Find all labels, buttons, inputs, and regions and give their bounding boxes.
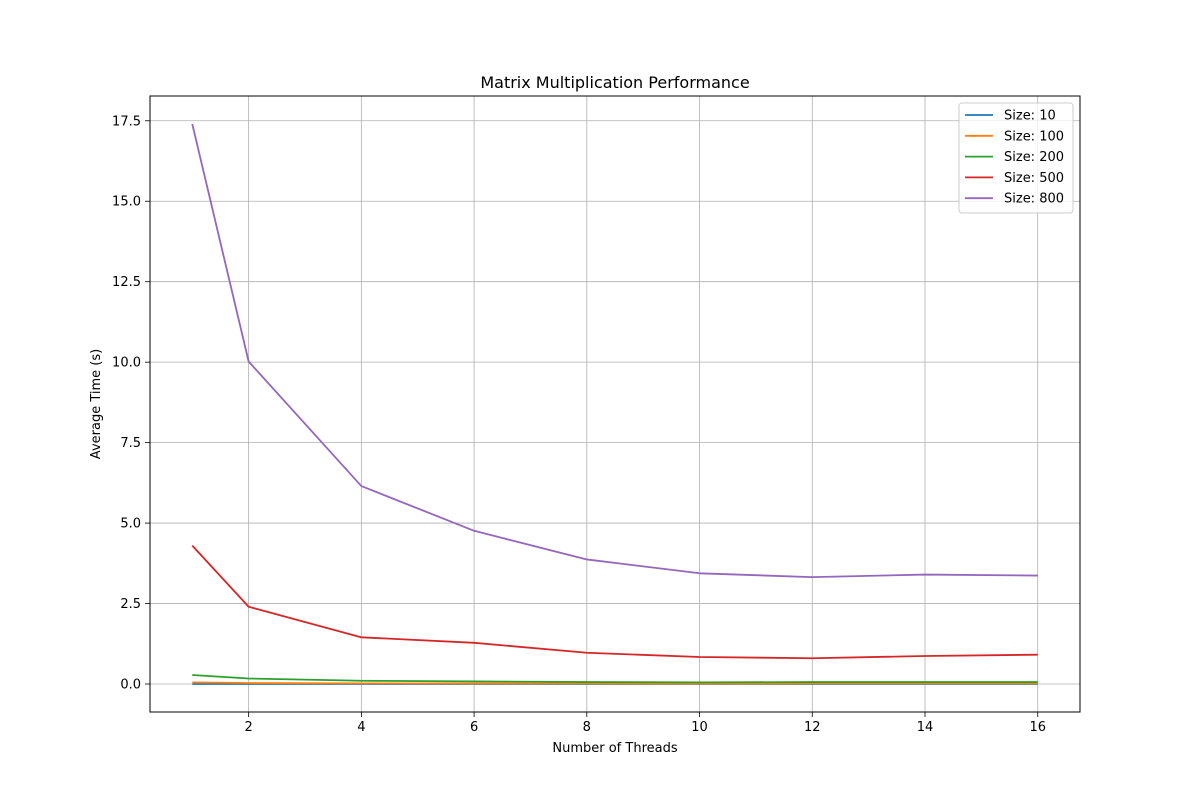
- y-tick-label: 10.0: [112, 356, 141, 371]
- y-tick-label: 15.0: [112, 195, 141, 210]
- x-tick-label: 12: [804, 720, 821, 735]
- legend-label: Size: 10: [1004, 109, 1056, 124]
- y-tick-label: 12.5: [112, 275, 141, 290]
- x-tick-label: 2: [244, 720, 252, 735]
- y-tick-label: 7.5: [120, 436, 141, 451]
- x-tick-label: 14: [917, 720, 934, 735]
- legend: Size: 10 Size: 100 Size: 200 Size: 500 Size:…: [958, 102, 1074, 214]
- x-tick-label: 8: [583, 720, 591, 735]
- chart-title: Matrix Multiplication Performance: [480, 73, 749, 92]
- legend-label: Size: 800: [1004, 192, 1064, 207]
- legend-box: [958, 102, 1074, 214]
- y-tick-label: 5.0: [120, 517, 141, 532]
- legend-label: Size: 500: [1004, 171, 1064, 186]
- x-axis-label: Number of Threads: [552, 741, 677, 756]
- y-tick-label: 2.5: [120, 597, 141, 612]
- x-tick-label: 6: [470, 720, 478, 735]
- y-axis-label: Average Time (s): [89, 349, 104, 459]
- ticks: 2 4 6 8 10 12 14 16 0.0 2.5 5.0 7.5 10.0 12.5 15.0 17.5: [112, 114, 1046, 735]
- series-line-size-500: [191, 544, 1038, 660]
- y-tick-label: 0.0: [120, 678, 141, 693]
- x-tick-label: 10: [691, 720, 708, 735]
- x-tick-label: 16: [1029, 720, 1046, 735]
- legend-label: Size: 200: [1004, 150, 1064, 165]
- series-lines: [191, 123, 1038, 685]
- series-line-size-200: [192, 674, 1038, 684]
- series-line-size-800: [191, 123, 1038, 579]
- legend-label: Size: 100: [1004, 129, 1064, 144]
- y-tick-label: 17.5: [112, 114, 141, 129]
- plot-frame: [149, 95, 1081, 713]
- x-tick-label: 4: [357, 720, 365, 735]
- series-line-size-100: [192, 681, 1038, 685]
